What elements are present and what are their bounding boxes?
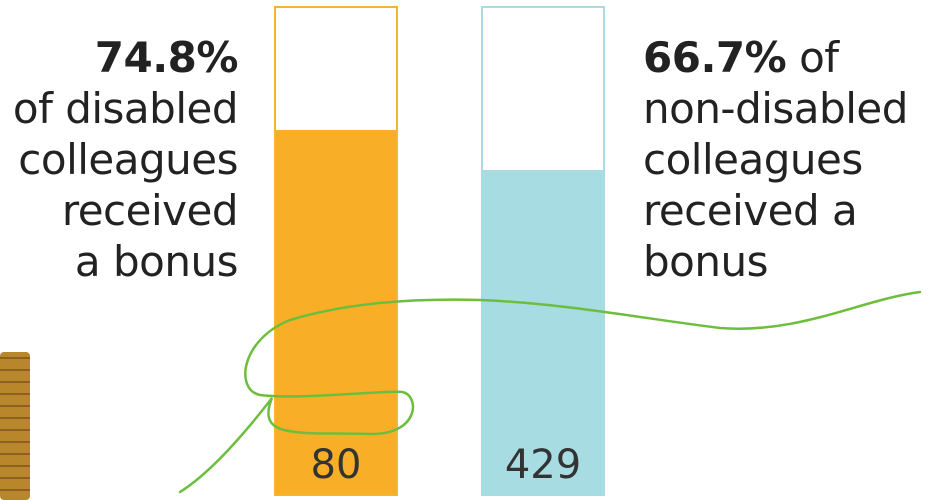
non-disabled-caption-of: of (786, 33, 839, 82)
disabled-caption-line-3: received (61, 186, 239, 235)
non-disabled-count-label: 429 (504, 442, 582, 488)
non-disabled-caption: 66.7% of non-disabled colleagues receive… (643, 32, 908, 287)
disabled-caption-line-1: of disabled (12, 84, 239, 133)
non-disabled-caption-line-1: non-disabled (643, 84, 908, 133)
coin-stack-image (0, 352, 30, 500)
disabled-caption-line-2: colleagues (18, 135, 238, 184)
non-disabled-caption-line-4: bonus (643, 237, 768, 286)
disabled-count-label: 80 (310, 442, 362, 488)
disabled-percentage: 74.8% (94, 33, 239, 82)
disabled-caption: 74.8% of disabled colleagues received a … (12, 32, 239, 287)
disabled-bar-fill (276, 130, 396, 494)
non-disabled-percentage: 66.7% (643, 33, 787, 82)
disabled-bar: 80 (274, 6, 398, 496)
non-disabled-caption-line-3: received a (643, 186, 858, 235)
non-disabled-bar: 429 (481, 6, 605, 496)
non-disabled-caption-line-2: colleagues (643, 135, 863, 184)
disabled-caption-line-4: a bonus (74, 237, 239, 286)
